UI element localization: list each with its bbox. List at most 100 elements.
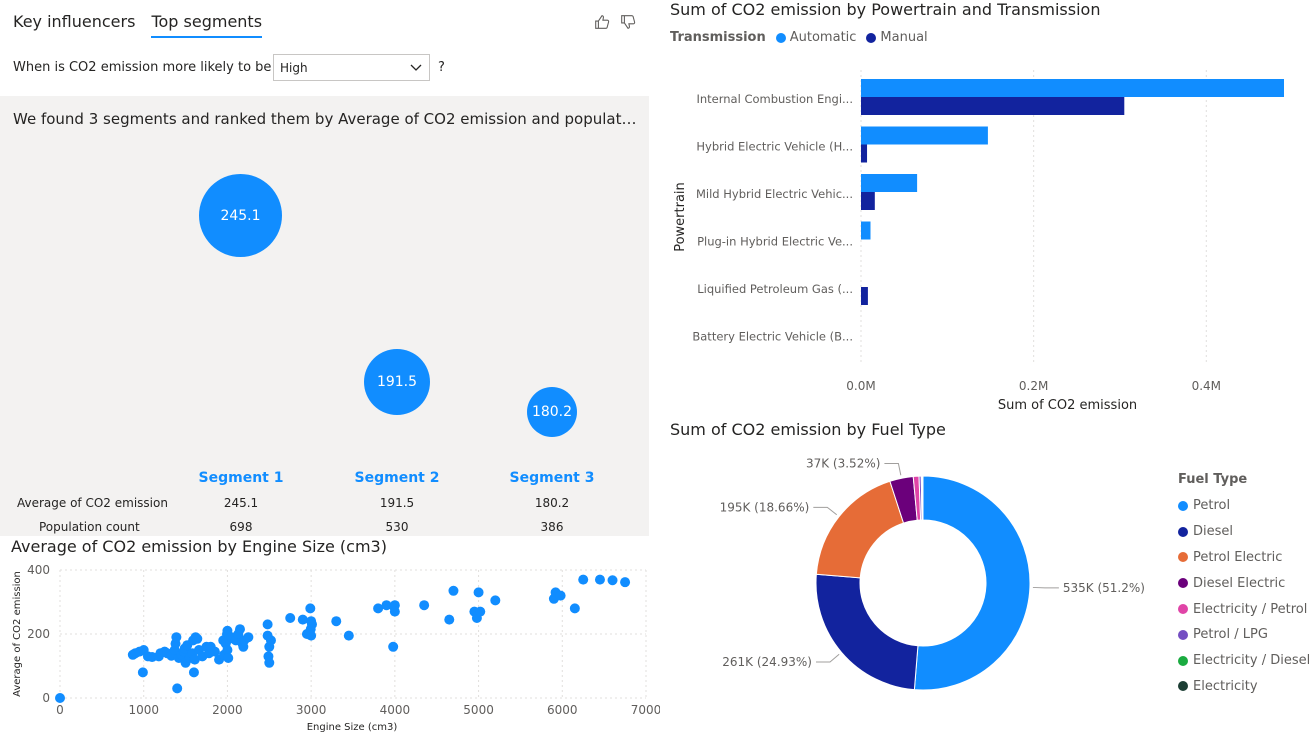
value-dropdown[interactable]: High	[273, 54, 430, 81]
tab-top-segments[interactable]: Top segments	[151, 12, 263, 38]
scatter-point	[305, 603, 316, 614]
donut-legend-item[interactable]: Electricity / Petrol	[1178, 596, 1310, 622]
thumbs-down-icon[interactable]	[619, 13, 637, 35]
segment-1-bubble[interactable]: 245.1	[199, 174, 282, 257]
scatter-point	[381, 600, 392, 611]
bar-automatic	[861, 79, 1284, 97]
bar-manual	[861, 287, 868, 305]
scatter-point	[306, 630, 317, 641]
scatter-point	[189, 654, 200, 665]
scatter-point	[578, 574, 589, 585]
scatter-point	[137, 667, 148, 678]
scatter-point	[223, 653, 234, 663]
ki-question: When is CO2 emission more likely to be	[13, 60, 272, 75]
scatter-point	[171, 632, 182, 643]
donut-legend: Fuel Type Petrol Diesel Petrol Electric Die…	[1178, 472, 1310, 699]
donut-data-label: 37K (3.52%)	[806, 457, 880, 471]
row-label-avg: Average of CO2 emission	[17, 496, 168, 510]
donut-legend-label: Diesel	[1193, 524, 1234, 540]
thumbs-up-icon[interactable]	[593, 13, 611, 35]
bar-category-label: Hybrid Electric Vehicle (H...	[696, 140, 853, 154]
legend-dot-manual	[866, 32, 877, 43]
scatter-x-tick-label: 4000	[380, 703, 411, 717]
legend-label-manual[interactable]: Manual	[880, 30, 928, 45]
scatter-y-tick-label: 200	[27, 627, 50, 641]
scatter-x-axis-label: Engine Size (cm3)	[307, 722, 398, 733]
scatter-x-tick-label: 7000	[631, 703, 660, 717]
bar-y-axis-label: Powertrain	[673, 182, 688, 252]
donut-leader-line	[816, 653, 840, 663]
bar-automatic	[861, 174, 918, 192]
feedback-buttons	[593, 13, 637, 35]
donut-slice	[815, 573, 919, 691]
segment-2-bubble[interactable]: 191.5	[364, 349, 430, 415]
donut-legend-item[interactable]: Electricity / Diesel	[1178, 648, 1310, 674]
segment-3-bubble[interactable]: 180.2	[527, 387, 577, 437]
bar-x-tick-label: 0.0M	[846, 379, 875, 393]
bar-chart-title: Sum of CO2 emission by Powertrain and Tr…	[670, 0, 1101, 19]
scatter-y-tick-label: 0	[42, 691, 50, 705]
donut-legend-dot	[1178, 526, 1188, 537]
donut-legend-label: Electricity / Diesel	[1193, 653, 1311, 669]
bar-category-label: Plug-in Hybrid Electric Ve...	[697, 235, 853, 249]
donut-legend-item[interactable]: Petrol	[1178, 493, 1310, 519]
scatter-point	[569, 603, 580, 614]
donut-slice	[913, 475, 1031, 691]
segment-3-label[interactable]: Segment 3	[509, 470, 595, 486]
segment-1-label[interactable]: Segment 1	[198, 470, 284, 486]
donut-slice	[921, 475, 924, 521]
bar-x-tick-label: 0.2M	[1019, 379, 1048, 393]
scatter-point	[620, 577, 631, 588]
scatter-point	[265, 635, 276, 646]
donut-legend-label: Electricity / Petrol	[1193, 601, 1308, 617]
donut-legend-item[interactable]: Electricity	[1178, 674, 1310, 700]
bar-automatic	[861, 221, 871, 240]
donut-legend-label: Petrol Electric	[1193, 549, 1283, 565]
scatter-point	[192, 633, 203, 644]
donut-chart: 535K (51.2%) 261K (24.93%) 195K (18.66%) 37…	[720, 457, 1145, 691]
scatter-x-tick-label: 3000	[296, 703, 327, 717]
segments-summary: We found 3 segments and ranked them by A…	[13, 110, 638, 128]
donut-data-label: 261K (24.93%)	[722, 655, 812, 669]
tab-key-influencers[interactable]: Key influencers	[13, 12, 136, 31]
scatter-point	[594, 574, 605, 585]
segment-2-avg: 191.5	[379, 496, 415, 510]
bar-chart: 0.0M 0.2M 0.4M Sum of CO2 emission Powertrai…	[673, 70, 1284, 413]
scatter-point	[55, 693, 65, 703]
chevron-down-icon	[410, 64, 422, 71]
donut-data-label: 195K (18.66%)	[720, 500, 810, 514]
segment-2-count: 530	[385, 520, 409, 534]
bar-manual	[861, 192, 875, 210]
bar-x-axis-label: Sum of CO2 emission	[998, 398, 1137, 413]
donut-legend-dot	[1178, 578, 1188, 589]
scatter-point	[262, 619, 273, 630]
scatter-point	[243, 632, 254, 643]
donut-legend-dot	[1178, 604, 1188, 615]
scatter-point	[285, 613, 296, 623]
bar-category-label: Mild Hybrid Electric Vehic...	[696, 187, 853, 201]
bar-legend: Transmission Automatic Manual	[670, 30, 928, 45]
scatter-x-tick-label: 2000	[212, 703, 243, 717]
donut-legend-dot	[1178, 552, 1188, 563]
donut-legend-item[interactable]: Diesel Electric	[1178, 570, 1310, 596]
scatter-point	[188, 667, 199, 678]
scatter-point	[343, 630, 354, 641]
scatter-point	[234, 624, 245, 635]
bar-category-label: Liquified Petroleum Gas (...	[697, 282, 853, 296]
donut-legend-item[interactable]: Petrol / LPG	[1178, 622, 1310, 648]
scatter-point	[607, 575, 618, 586]
scatter-x-tick-label: 6000	[547, 703, 578, 717]
segment-2-label[interactable]: Segment 2	[354, 470, 440, 486]
bar-category-label: Battery Electric Vehicle (B...	[692, 330, 853, 344]
donut-legend-item[interactable]: Petrol Electric	[1178, 545, 1310, 571]
donut-legend-item[interactable]: Diesel	[1178, 519, 1310, 545]
legend-dot-automatic	[775, 32, 786, 43]
segments-panel: We found 3 segments and ranked them by A…	[0, 96, 649, 536]
scatter-point	[297, 614, 308, 625]
legend-label-automatic[interactable]: Automatic	[789, 30, 857, 45]
donut-leader-line	[884, 463, 902, 476]
bar-x-tick-label: 0.4M	[1192, 379, 1221, 393]
donut-data-label: 535K (51.2%)	[1063, 581, 1145, 595]
donut-legend-dot	[1178, 681, 1188, 692]
segment-1-count: 698	[229, 520, 253, 534]
